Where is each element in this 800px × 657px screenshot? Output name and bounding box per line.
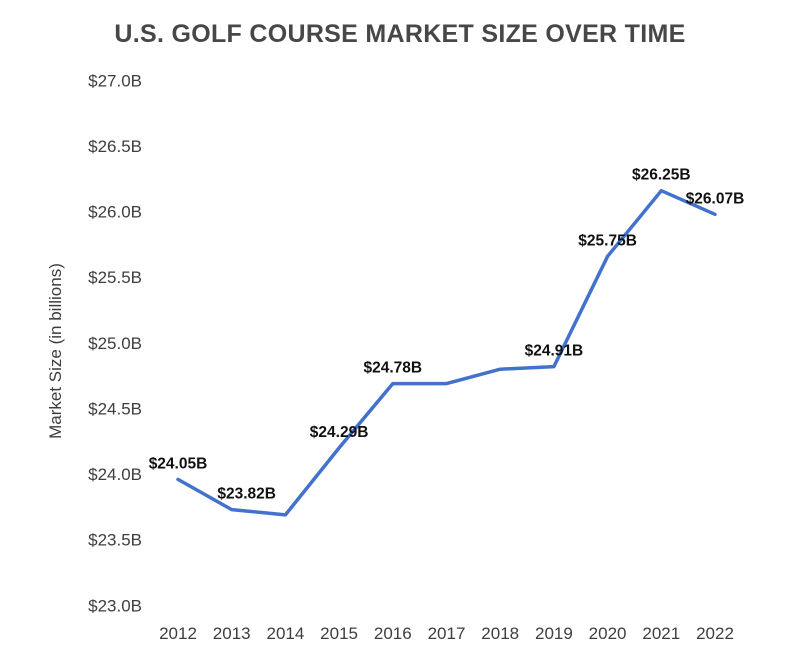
- y-tick-label: $25.0B: [88, 334, 142, 353]
- y-tick-label: $27.0B: [88, 71, 142, 90]
- y-tick-label: $26.5B: [88, 137, 142, 156]
- x-tick-label: 2014: [266, 624, 304, 643]
- data-point-label: $26.07B: [686, 190, 745, 207]
- x-tick-label: 2020: [589, 624, 627, 643]
- data-point-label: $25.75B: [578, 232, 637, 249]
- y-tick-label: $23.5B: [88, 531, 142, 550]
- x-tick-label: 2016: [374, 624, 412, 643]
- y-tick-label: $24.5B: [88, 399, 142, 418]
- x-tick-label: 2019: [535, 624, 573, 643]
- data-point-label: $26.25B: [632, 167, 691, 184]
- x-tick-label: 2015: [320, 624, 358, 643]
- data-point-label: $24.91B: [525, 343, 584, 360]
- data-point-label: $24.78B: [363, 360, 422, 377]
- x-tick-label: 2022: [696, 624, 734, 643]
- y-tick-label: $25.5B: [88, 268, 142, 287]
- y-tick-label: $23.0B: [88, 596, 142, 615]
- y-tick-label: $26.0B: [88, 203, 142, 222]
- y-tick-label: $24.0B: [88, 465, 142, 484]
- x-tick-label: 2021: [642, 624, 680, 643]
- x-tick-label: 2013: [213, 624, 251, 643]
- data-point-label: $24.29B: [310, 424, 369, 441]
- data-point-label: $24.05B: [149, 455, 208, 472]
- data-point-label: $23.82B: [217, 486, 276, 503]
- x-tick-label: 2017: [428, 624, 466, 643]
- x-tick-label: 2012: [159, 624, 197, 643]
- x-tick-label: 2018: [481, 624, 519, 643]
- chart-title: U.S. GOLF COURSE MARKET SIZE OVER TIME: [114, 20, 686, 48]
- market-size-line: [176, 188, 717, 517]
